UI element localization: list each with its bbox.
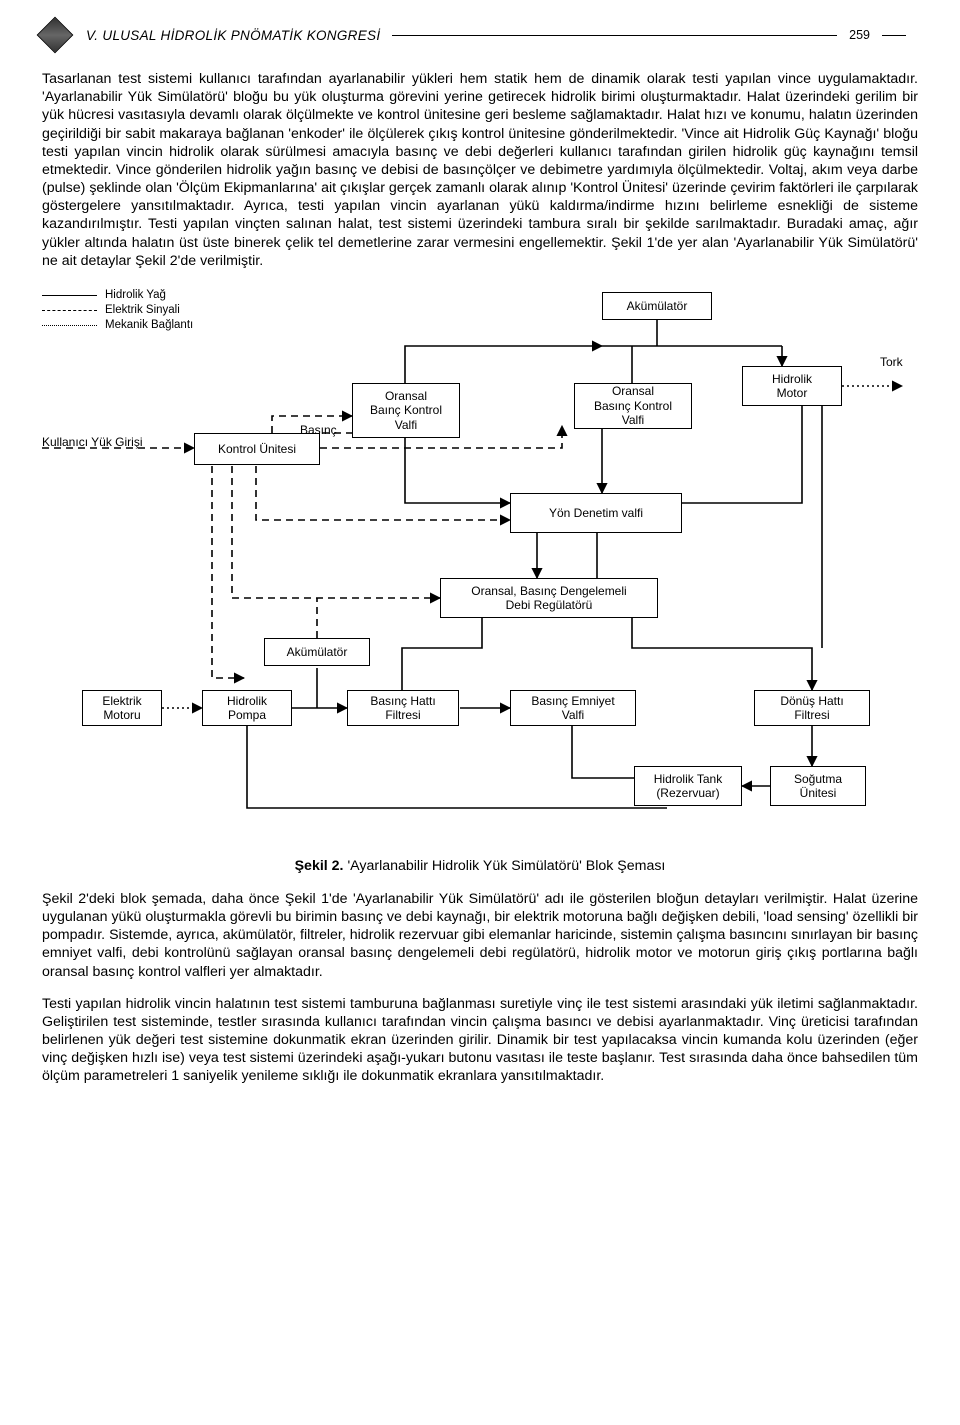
- box-basinc-hatti: Basınç Hattı Filtresi: [347, 690, 459, 726]
- figure-caption: Şekil 2. 'Ayarlanabilir Hidrolik Yük Sim…: [42, 858, 918, 874]
- box-hidrolik-tank: Hidrolik Tank (Rezervuar): [634, 766, 742, 806]
- box-akumulator-top: Akümülatör: [602, 292, 712, 320]
- caption-bold: Şekil 2.: [295, 858, 344, 874]
- page-header: V. ULUSAL HİDROLİK PNÖMATİK KONGRESİ 259: [42, 0, 918, 56]
- box-hidrolik-motor: Hidrolik Motor: [742, 366, 842, 406]
- page-number: 259: [849, 28, 870, 42]
- header-rule-right: [882, 35, 906, 36]
- label-tork: Tork: [880, 356, 903, 370]
- box-kontrol-unitesi: Kontrol Ünitesi: [194, 433, 320, 465]
- box-oransal-debi: Oransal, Basınç Dengelemeli Debi Regülat…: [440, 578, 658, 618]
- block-diagram: Hidrolik Yağ Elektrik Sinyali Mekanik Ba…: [42, 288, 918, 848]
- box-yon-denetim: Yön Denetim valfi: [510, 493, 682, 533]
- box-sogutma: Soğutma Ünitesi: [770, 766, 866, 806]
- box-donus-hatti: Dönüş Hattı Filtresi: [754, 690, 870, 726]
- header-title: V. ULUSAL HİDROLİK PNÖMATİK KONGRESİ: [86, 28, 380, 43]
- box-oransal1: Oransal Baınç Kontrol Valfi: [352, 383, 460, 438]
- box-akumulator2: Akümülatör: [264, 638, 370, 666]
- caption-text: 'Ayarlanabilir Hidrolik Yük Simülatörü' …: [344, 858, 666, 874]
- box-elektrik-motoru: Elektrik Motoru: [82, 690, 162, 726]
- box-basinc-emniyet: Basınç Emniyet Valfi: [510, 690, 636, 726]
- paragraph-1: Tasarlanan test sistemi kullanıcı tarafı…: [42, 70, 918, 270]
- header-rule: [392, 35, 837, 36]
- label-kullanici: Kullanıcı Yük Girişi: [42, 436, 142, 450]
- paragraph-2: Şekil 2'deki blok şemada, daha önce Şeki…: [42, 890, 918, 981]
- paragraph-3: Testi yapılan hidrolik vincin halatının …: [42, 995, 918, 1086]
- box-hidrolik-pompa: Hidrolik Pompa: [202, 690, 292, 726]
- box-oransal2: Oransal Basınç Kontrol Valfi: [574, 383, 692, 429]
- logo-icon: [37, 17, 74, 54]
